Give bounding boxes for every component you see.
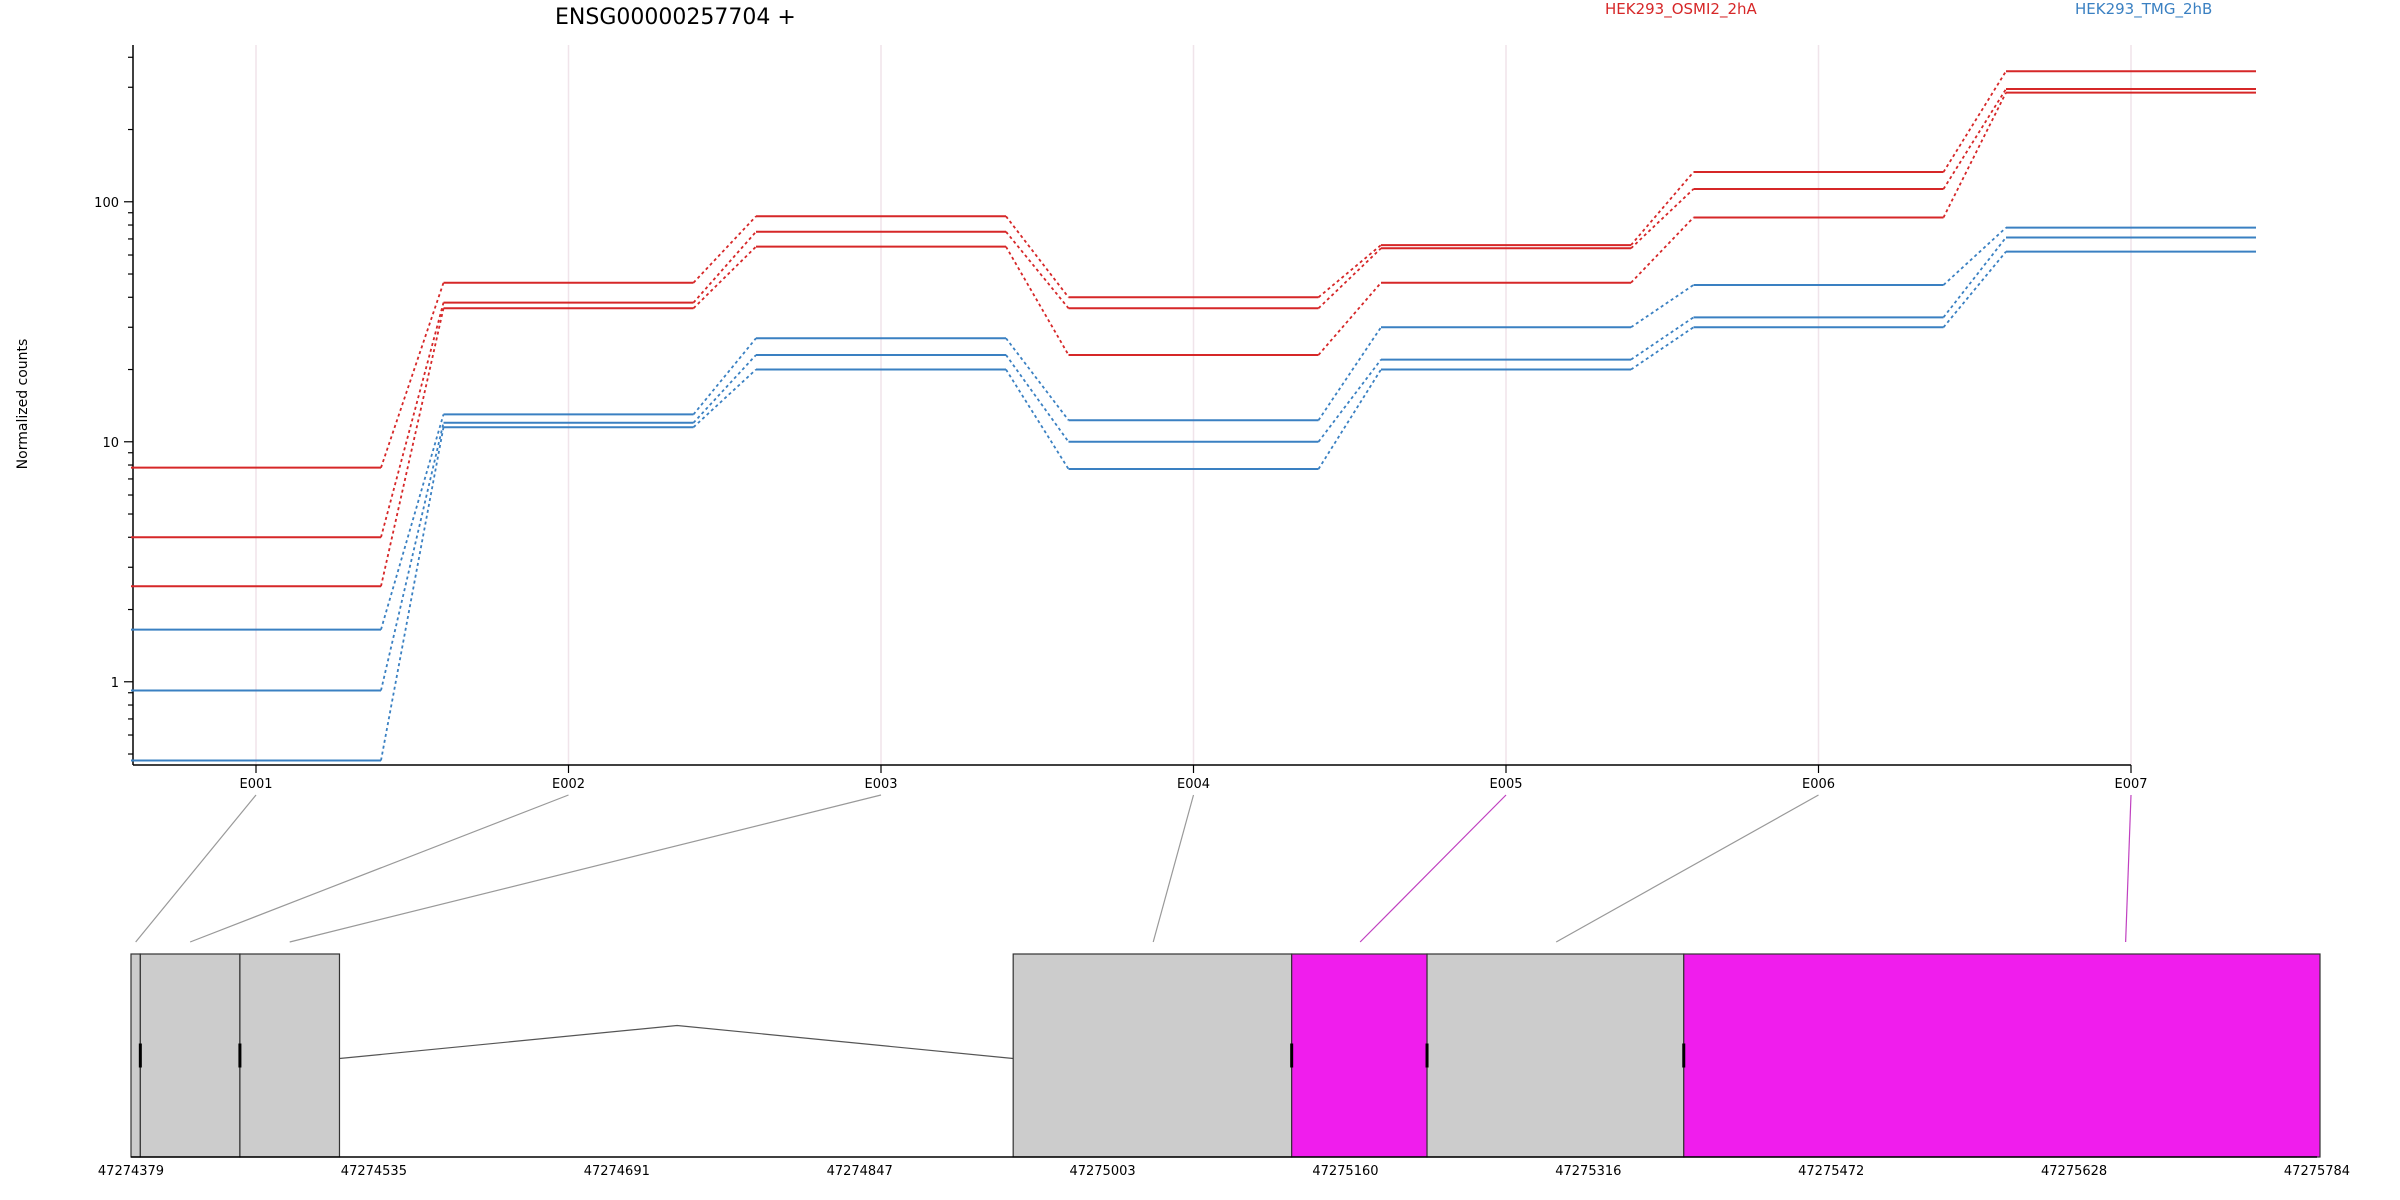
y-tick-label: 10 bbox=[102, 436, 119, 451]
series-1 bbox=[131, 88, 2256, 539]
data-connector-line bbox=[1630, 284, 1695, 329]
data-connector-line bbox=[1317, 282, 1382, 356]
series-5 bbox=[131, 250, 2256, 762]
y-axis-label: Normalized counts bbox=[15, 339, 31, 470]
genomic-tick-label: 47275472 bbox=[1798, 1164, 1864, 1179]
data-connector-line bbox=[1942, 88, 2007, 190]
genomic-tick-label: 47275160 bbox=[1312, 1164, 1378, 1179]
data-connector-line bbox=[1317, 359, 1382, 443]
exon-box-e004 bbox=[1012, 953, 1293, 1158]
exon-link-e003 bbox=[289, 794, 882, 943]
data-connector-line bbox=[1630, 316, 1695, 361]
y-axis: 1 10 100 bbox=[94, 45, 134, 765]
exon-link-e005 bbox=[1359, 794, 1507, 943]
exon-link-lines bbox=[135, 794, 2132, 943]
data-connector-line bbox=[380, 422, 445, 691]
exon-box-e003 bbox=[239, 953, 341, 1158]
genomic-tick-label: 47274847 bbox=[827, 1164, 893, 1179]
data-connector-line bbox=[1005, 231, 1070, 309]
x-tick-label: E001 bbox=[239, 777, 272, 792]
legend-entry-osmi2: HEK293_OSMI2_2hA bbox=[1605, 0, 1758, 19]
data-connector-line bbox=[692, 368, 757, 428]
data-connector-line bbox=[692, 215, 757, 284]
genomic-tick-label: 47275628 bbox=[2041, 1164, 2107, 1179]
exon-link-e002 bbox=[189, 794, 569, 943]
genomic-tick-label: 47275003 bbox=[1069, 1164, 1135, 1179]
data-connector-line bbox=[1005, 246, 1070, 356]
chart-title: ENSG00000257704 + bbox=[555, 5, 796, 30]
genomic-tick-label: 47274691 bbox=[584, 1164, 650, 1179]
data-connector-line bbox=[380, 414, 445, 630]
data-connector-line bbox=[1630, 326, 1695, 371]
data-connector-line bbox=[1005, 337, 1070, 421]
x-tick-label: E005 bbox=[1489, 777, 1522, 792]
series-2 bbox=[131, 91, 2256, 588]
exon-link-e006 bbox=[1555, 794, 1819, 943]
exon-link-e007 bbox=[2125, 794, 2132, 943]
data-connector-line bbox=[1317, 369, 1382, 470]
genomic-tick-label: 47275316 bbox=[1555, 1164, 1621, 1179]
data-connector-line bbox=[1005, 369, 1070, 470]
exon-link-e001 bbox=[135, 794, 257, 943]
genomic-tick-label: 47275784 bbox=[2284, 1164, 2350, 1179]
data-connector-line bbox=[380, 282, 445, 468]
data-connector-line bbox=[1317, 244, 1382, 298]
data-connector-line bbox=[692, 354, 757, 424]
data-connector-line bbox=[1942, 251, 2007, 328]
data-connector-line bbox=[1317, 326, 1382, 421]
data-connector-line bbox=[1942, 227, 2007, 286]
genomic-axis: 47274379 47274535 47274691 47274847 47275003… bbox=[98, 1156, 2350, 1179]
grid-lines bbox=[255, 45, 2132, 765]
data-connector-line bbox=[1317, 247, 1382, 309]
genomic-tick-label: 47274379 bbox=[98, 1164, 164, 1179]
x-tick-label: E006 bbox=[1802, 777, 1835, 792]
data-connector-line bbox=[692, 337, 757, 415]
data-connector-line bbox=[692, 231, 757, 304]
data-connector-line bbox=[692, 246, 757, 309]
x-tick-label: E007 bbox=[2114, 777, 2147, 792]
data-connector-line bbox=[1005, 354, 1070, 443]
data-connector-line bbox=[1942, 70, 2007, 173]
exon-box-e002 bbox=[139, 953, 241, 1158]
gene-model bbox=[130, 953, 2321, 1158]
data-connector-line bbox=[1630, 171, 1695, 246]
exon-box-e006 bbox=[1426, 953, 1685, 1158]
x-tick-label: E002 bbox=[552, 777, 585, 792]
x-axis: E001 E002 E003 E004 E005 E006 E007 bbox=[133, 764, 2148, 792]
data-connector-line bbox=[380, 427, 445, 761]
data-connector-line bbox=[1630, 216, 1695, 284]
data-connector-line bbox=[1942, 236, 2007, 318]
x-tick-label: E003 bbox=[864, 777, 897, 792]
intron-line bbox=[339, 1024, 1014, 1060]
exon-box-e005 bbox=[1291, 953, 1428, 1158]
data-connector-line bbox=[1005, 215, 1070, 298]
data-connector-line bbox=[380, 302, 445, 538]
y-tick-label: 100 bbox=[94, 196, 119, 211]
data-connector-line bbox=[1942, 92, 2007, 218]
x-tick-label: E004 bbox=[1177, 777, 1210, 792]
series-4 bbox=[131, 236, 2256, 692]
y-tick-label: 1 bbox=[111, 676, 119, 691]
exon-box-e007 bbox=[1683, 953, 2321, 1158]
data-connector-line bbox=[1630, 188, 1695, 249]
series-0 bbox=[131, 70, 2256, 469]
legend-entry-tmg: HEK293_TMG_2hB bbox=[2075, 0, 2212, 19]
genomic-tick-label: 47274535 bbox=[341, 1164, 407, 1179]
data-connector-line bbox=[380, 308, 445, 587]
series-3 bbox=[131, 226, 2256, 631]
exon-link-e004 bbox=[1152, 794, 1195, 943]
series-lines bbox=[131, 70, 2256, 762]
